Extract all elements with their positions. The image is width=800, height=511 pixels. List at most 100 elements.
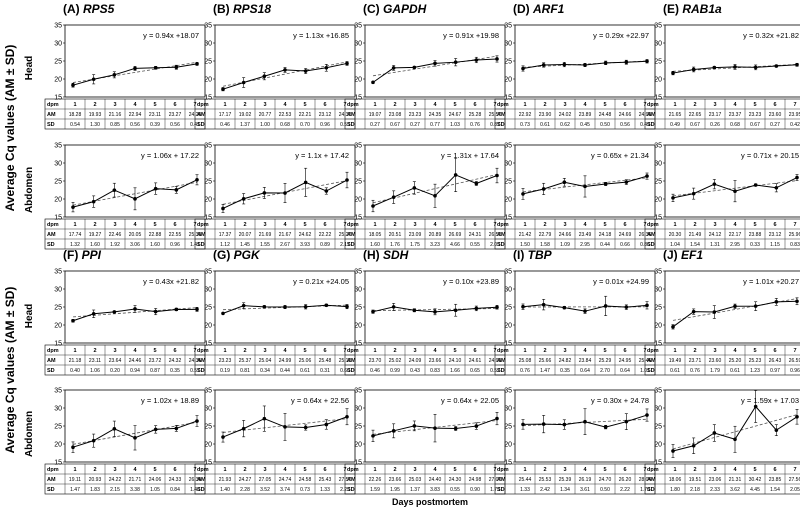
table-row-day-cell: 6 (773, 222, 776, 228)
table-row-day-cell: 3 (563, 222, 566, 228)
table-row-sd-cell: 0.42 (790, 122, 800, 128)
data-point (174, 426, 179, 431)
table-row-day-cell: 3 (563, 102, 566, 108)
table-row-day-cell: 3 (713, 222, 716, 228)
data-point (562, 305, 567, 310)
y-tick-label: 20 (204, 442, 212, 449)
regression-equation: y = 0.43x +21.82 (143, 277, 199, 286)
table-row-mean-cell: 23.90 (539, 112, 552, 118)
table-row-sd-cell: 1.32 (70, 242, 80, 248)
y-tick-label: 20 (654, 442, 662, 449)
data-point (712, 431, 717, 435)
data-point (712, 65, 717, 70)
table-row-mean-cell: 20.30 (669, 232, 682, 238)
table-row-sd-cell: 0.67 (690, 122, 700, 128)
data-point (303, 425, 308, 430)
table-row-mean-cell: 25.66 (539, 358, 552, 364)
table-row-day-cell: 6 (173, 467, 176, 473)
data-point (262, 74, 267, 79)
table-row-label: SD (647, 368, 655, 374)
table-row-sd-cell: 0.77 (430, 122, 440, 128)
panel-title: (A) RPS5 (63, 2, 115, 16)
table-row-day-cell: 3 (713, 102, 716, 108)
table-row-sd-cell: 0.70 (300, 122, 310, 128)
table-row-label: AM (497, 112, 506, 118)
table-row-label: AM (647, 477, 656, 483)
data-point (412, 308, 417, 313)
table-row-mean-cell: 19.51 (689, 477, 702, 483)
table-row-mean-cell: 25.39 (559, 477, 572, 483)
table-row-day-cell: 4 (733, 467, 737, 473)
y-tick-label: 25 (204, 179, 212, 186)
y-tick-label: 15 (654, 460, 662, 467)
y-tick-label: 20 (504, 442, 512, 449)
table-row-sd-cell: 0.31 (320, 368, 330, 374)
table-row-sd-cell: 1.50 (520, 242, 530, 248)
table-row-sd-cell: 2.67 (280, 242, 290, 248)
table-row-day-cell: 7 (793, 348, 796, 354)
table-row-day-cell: 4 (583, 348, 587, 354)
table-row-sd-cell: 0.96 (790, 368, 800, 374)
table-row-label: SD (47, 242, 55, 248)
table-row-day-cell: 1 (373, 222, 376, 228)
table-row-day-cell: 6 (323, 467, 326, 473)
table-row-label: AM (347, 358, 356, 364)
regression-equation: y = 1.59x + 17.03 (741, 396, 799, 405)
table-row-day-cell: 6 (473, 222, 476, 228)
table-row-day-cell: 1 (373, 467, 376, 473)
table-row-sd-cell: 1.60 (90, 242, 100, 248)
data-point (733, 437, 737, 442)
table-row-mean-cell: 24.30 (449, 477, 462, 483)
data-point (712, 182, 717, 186)
data-point (133, 66, 137, 71)
table-row-mean-cell: 18.05 (369, 232, 382, 238)
table-row-day-cell: 3 (563, 348, 566, 354)
table-row-sd-cell: 1.03 (450, 122, 460, 128)
panel-ef1-abdomen: 15 20 25 30 35 y = 1.59x + 17.03 dpm 1 2 3 4 5 6 7 AM 1… (644, 388, 800, 495)
data-point (521, 192, 525, 196)
table-row-mean-cell: 25.96 (789, 232, 800, 238)
table-row-mean-cell: 17.37 (219, 232, 232, 238)
y-tick-label: 25 (354, 179, 362, 186)
table-row-day-cell: 1 (373, 102, 376, 108)
table-row-label: SD (497, 487, 505, 493)
table-row-label: SD (647, 242, 655, 248)
data-point (433, 426, 437, 430)
table-row-label: dpm (497, 102, 509, 108)
y-tick-label: 35 (54, 143, 62, 150)
table-row-day-cell: 6 (173, 348, 176, 354)
data-point (303, 304, 308, 309)
table-row-day-cell: 5 (153, 467, 156, 473)
table-row-label: AM (197, 358, 206, 364)
data-point (474, 424, 479, 428)
data-point (195, 62, 199, 66)
table-row-sd-cell: 2.42 (540, 487, 550, 493)
table-row-sd-cell: 0.45 (580, 122, 590, 128)
table-row-mean-cell: 18.28 (69, 112, 82, 118)
table-row-label: dpm (197, 348, 209, 354)
y-tick-label: 15 (54, 460, 62, 467)
data-point (795, 62, 799, 67)
data-point (453, 426, 458, 431)
table-row-sd-cell: 4.66 (450, 242, 460, 248)
y-tick-label: 25 (504, 179, 512, 186)
data-point (91, 438, 96, 443)
data-point (753, 65, 758, 70)
y-tick-label: 15 (204, 215, 212, 222)
data-point (541, 187, 546, 191)
y-tick-label: 35 (654, 388, 662, 395)
regression-equation: y = 0.01x +24.99 (593, 277, 649, 286)
table-row-sd-cell: 0.56 (170, 122, 180, 128)
panel-ef1-head: (J) EF1 15 20 25 30 35 y = 1.01x +20.27 dpm 1 2 3 4… (644, 248, 800, 376)
data-point (324, 65, 329, 70)
panel-rab1a-abdomen: 15 20 25 30 35 y = 0.71x + 20.15 dpm 1 2 3 4 5 6 7 AM 2… (644, 143, 800, 250)
y-tick-label: 20 (54, 77, 62, 84)
y-tick-label: 30 (204, 41, 212, 48)
y-tick-label: 30 (54, 406, 62, 413)
table-row-day-cell: 5 (603, 222, 606, 228)
table-row-label: dpm (497, 348, 509, 354)
table-row-day-cell: 2 (243, 102, 246, 108)
data-point (671, 196, 675, 200)
data-point (691, 67, 696, 72)
